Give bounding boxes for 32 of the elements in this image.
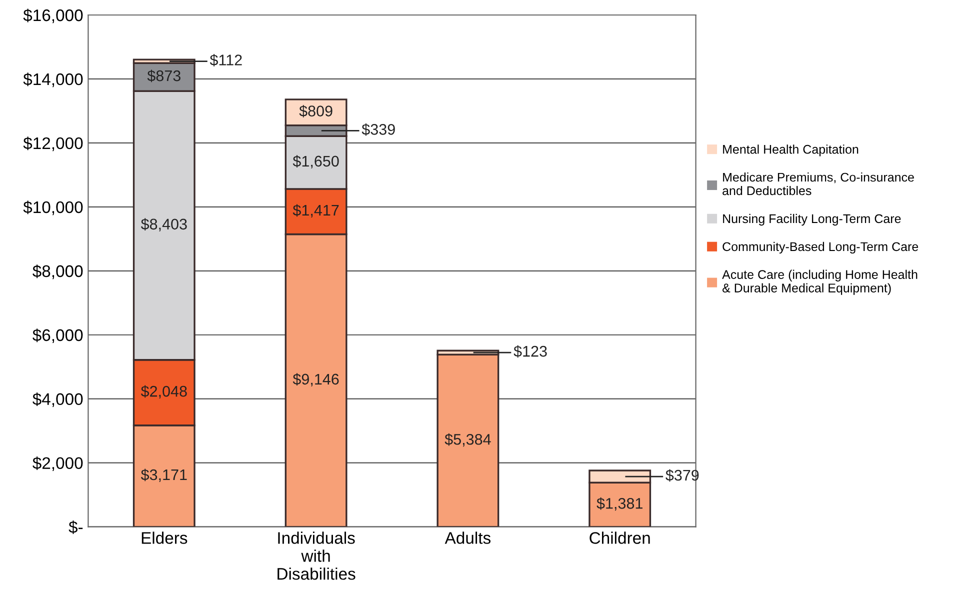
- y-tick-label: $6,000: [32, 328, 83, 344]
- y-tick-label: $10,000: [23, 200, 83, 216]
- data-label: $873: [147, 70, 180, 82]
- data-label: $5,384: [444, 433, 491, 447]
- data-label: $1,417: [292, 204, 339, 218]
- data-label: $1,381: [596, 497, 642, 511]
- x-tick-label: Individuals with Disabilities: [278, 532, 356, 580]
- data-label: $8,403: [140, 218, 187, 232]
- data-label: $809: [299, 104, 332, 118]
- legend-label: Community-Based Long-Term Care: [722, 242, 918, 254]
- legend-label: Acute Care (including Home Health & Durable Medical Equipment): [722, 270, 918, 295]
- data-label: $123: [514, 345, 547, 358]
- y-tick-label: $-: [68, 520, 83, 534]
- data-label: $1,650: [292, 155, 339, 168]
- y-tick-label: $8,000: [32, 264, 83, 280]
- legend-label: Nursing Facility Long-Term Care: [723, 214, 901, 226]
- data-label: $9,146: [292, 373, 339, 386]
- data-label: $339: [362, 123, 395, 136]
- bar: [436, 354, 500, 527]
- x-tick-label: Children: [590, 532, 650, 544]
- y-tick-label: $12,000: [23, 136, 83, 152]
- y-tick-label: $16,000: [23, 8, 83, 24]
- data-label: $112: [210, 54, 242, 66]
- y-tick-label: $14,000: [23, 72, 83, 88]
- x-tick-label: Adults: [444, 532, 491, 544]
- legend-label: Mental Health Capitation: [723, 144, 858, 156]
- data-label: $3,171: [140, 468, 187, 482]
- y-tick-label: $4,000: [32, 392, 83, 408]
- legend-label: Medicare Premiums, Co-insurance and Deductibles: [722, 172, 914, 196]
- data-label: $2,048: [140, 385, 187, 399]
- x-tick-label: Elders: [142, 532, 188, 544]
- y-tick-label: $2,000: [32, 456, 83, 471]
